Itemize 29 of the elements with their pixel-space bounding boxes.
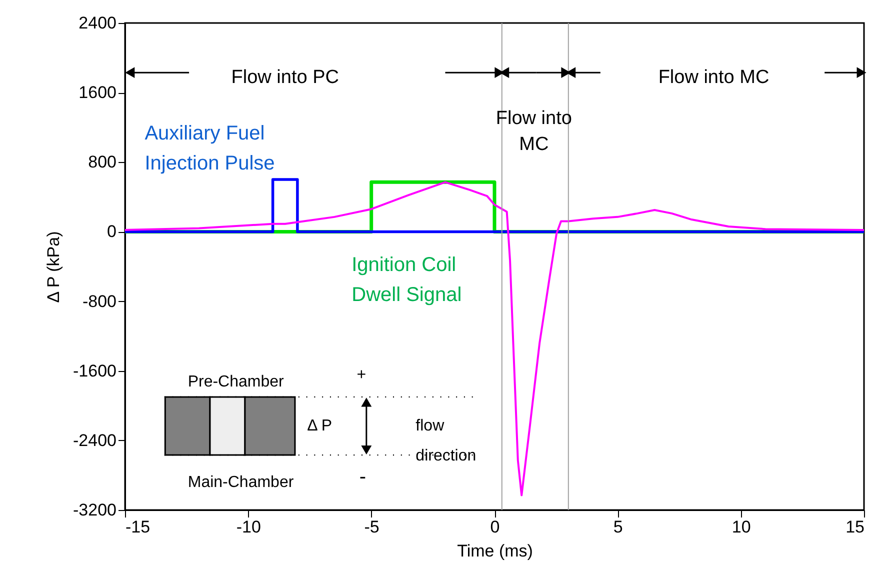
y-tick-label: -1600 bbox=[73, 361, 116, 380]
x-tick-label: -15 bbox=[126, 518, 150, 536]
y-tick-label: -3200 bbox=[73, 500, 116, 520]
y-tick-label: -2400 bbox=[73, 430, 116, 450]
annotation: flow direction bbox=[416, 418, 476, 465]
annotation: + bbox=[356, 366, 366, 384]
y-tick-label: 800 bbox=[88, 152, 116, 172]
y-tick-label: 1600 bbox=[78, 83, 116, 102]
y-axis-title: Δ P (kPa) bbox=[44, 231, 64, 303]
series-label: Ignition Coil Dwell Signal bbox=[352, 254, 462, 306]
annotation: Δ P bbox=[307, 418, 332, 435]
annotation: Flow into MC bbox=[658, 66, 770, 88]
x-tick-label: 15 bbox=[846, 518, 864, 536]
annotation: Pre-Chamber bbox=[188, 373, 285, 390]
y-tick-label: 2400 bbox=[78, 14, 116, 32]
x-tick-label: -5 bbox=[364, 518, 380, 536]
x-tick-label: 5 bbox=[613, 518, 623, 536]
annotation: Flow into MC bbox=[496, 108, 572, 155]
annotation: - bbox=[359, 466, 366, 488]
y-tick-label: -800 bbox=[82, 292, 116, 311]
x-tick-label: 0 bbox=[490, 518, 500, 536]
x-tick-label: -10 bbox=[236, 518, 261, 536]
annotation: Main-Chamber bbox=[188, 474, 294, 492]
line-series bbox=[124, 181, 865, 496]
annotation: Flow into PC bbox=[231, 66, 339, 88]
x-tick-label: 10 bbox=[732, 518, 751, 536]
x-axis-title: Time (ms) bbox=[457, 542, 533, 560]
series-label: Auxiliary Fuel Injection Pulse bbox=[144, 122, 275, 174]
y-tick-label: 0 bbox=[107, 222, 116, 242]
